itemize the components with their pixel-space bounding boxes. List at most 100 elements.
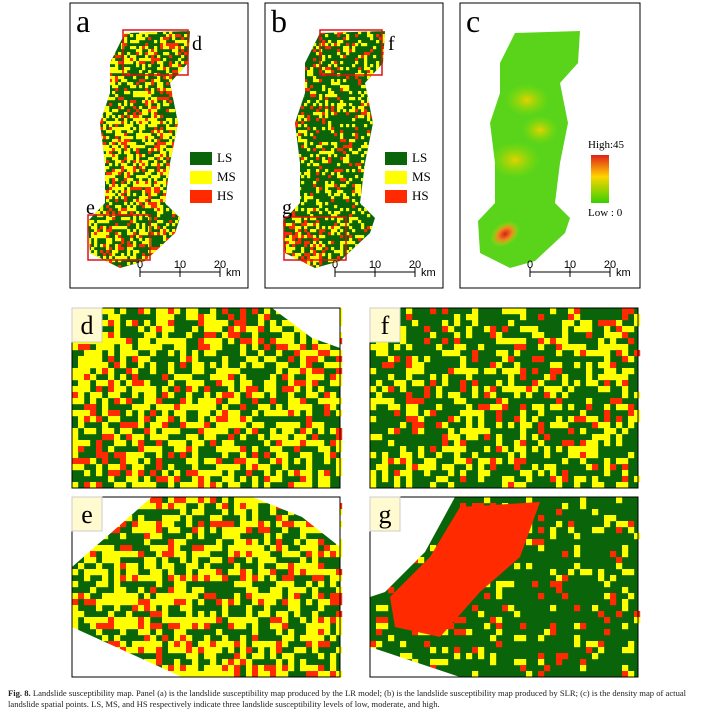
map-cell — [103, 103, 107, 107]
map-cell — [121, 193, 125, 197]
inset-box — [283, 216, 347, 261]
map-cell — [132, 521, 139, 528]
map-cell — [148, 106, 152, 110]
map-cell — [246, 386, 253, 393]
map-cell — [634, 350, 641, 357]
map-cell — [162, 320, 169, 327]
map-cell — [306, 581, 313, 588]
map-cell — [288, 665, 295, 672]
map-cell — [160, 232, 164, 236]
map-cell — [115, 250, 119, 254]
map-cell — [331, 148, 335, 152]
map-cell — [91, 40, 95, 44]
map-cell — [192, 617, 199, 624]
map-cell — [312, 575, 319, 582]
map-cell — [283, 262, 287, 266]
map-cell — [246, 497, 253, 504]
map-cell — [283, 244, 284, 248]
map-cell — [178, 241, 182, 245]
map-cell — [102, 452, 109, 459]
map-cell — [313, 250, 317, 254]
map-cell — [139, 232, 143, 236]
map-cell — [160, 268, 163, 271]
map-cell — [88, 175, 92, 179]
map-cell — [198, 587, 205, 594]
map-cell — [160, 43, 164, 47]
map-cell — [376, 223, 380, 227]
map-cell — [388, 58, 391, 61]
map-cell — [186, 458, 193, 465]
map-cell — [154, 265, 158, 268]
map-cell — [430, 308, 437, 315]
map-cell — [132, 575, 139, 582]
map-cell — [150, 386, 157, 393]
map-cell — [133, 115, 137, 119]
map-cell — [163, 190, 167, 194]
map-cell — [181, 103, 185, 107]
map-cell — [340, 40, 344, 44]
map-cell — [151, 253, 155, 257]
map-cell — [306, 464, 313, 471]
map-cell — [130, 61, 134, 65]
map-cell — [133, 145, 137, 149]
map-cell — [193, 28, 196, 31]
map-cell — [184, 34, 188, 38]
map-cell — [379, 91, 383, 95]
map-cell — [192, 482, 199, 489]
map-cell — [240, 314, 247, 321]
map-cell — [157, 214, 161, 218]
map-cell — [324, 344, 331, 351]
map-cell — [298, 241, 302, 245]
map-cell — [319, 202, 323, 206]
map-cell — [168, 326, 175, 333]
map-cell — [190, 28, 193, 31]
map-cell — [91, 112, 95, 116]
map-cell — [307, 211, 311, 215]
map-cell — [133, 184, 137, 188]
map-cell — [136, 223, 140, 227]
map-cell — [307, 31, 311, 32]
map-cell — [192, 470, 199, 477]
map-cell — [127, 154, 131, 158]
map-cell — [210, 653, 217, 660]
map-cell — [538, 539, 545, 546]
map-cell — [340, 217, 344, 221]
map-cell — [192, 446, 199, 453]
map-cell — [514, 368, 521, 375]
map-cell — [336, 350, 343, 357]
map-cell — [258, 599, 265, 606]
map-cell — [126, 458, 133, 465]
map-cell — [538, 356, 545, 363]
map-cell — [340, 250, 344, 254]
map-cell — [204, 653, 211, 660]
map-cell — [124, 172, 128, 176]
map-cell — [186, 446, 193, 453]
map-cell — [325, 181, 329, 185]
map-cell — [289, 154, 293, 158]
map-cell — [97, 127, 101, 131]
map-cell — [352, 46, 356, 50]
map-cell — [100, 97, 104, 101]
map-cell — [258, 350, 265, 357]
map-cell — [258, 575, 265, 582]
map-cell — [336, 611, 343, 618]
map-cell — [288, 569, 295, 576]
map-cell — [181, 154, 185, 158]
map-cell — [175, 136, 179, 140]
map-cell — [288, 356, 295, 363]
map-cell — [198, 641, 205, 648]
map-cell — [361, 109, 365, 113]
map-cell — [204, 635, 211, 642]
map-cell — [100, 34, 104, 38]
map-cell — [145, 31, 149, 35]
map-cell — [174, 428, 181, 435]
map-cell — [198, 362, 205, 369]
map-cell — [94, 241, 98, 245]
map-cell — [94, 91, 98, 95]
map-cell — [343, 46, 347, 50]
map-cell — [376, 34, 380, 38]
map-cell — [336, 434, 343, 441]
map-cell — [124, 142, 128, 146]
map-cell — [358, 55, 362, 59]
map-cell — [382, 386, 389, 393]
